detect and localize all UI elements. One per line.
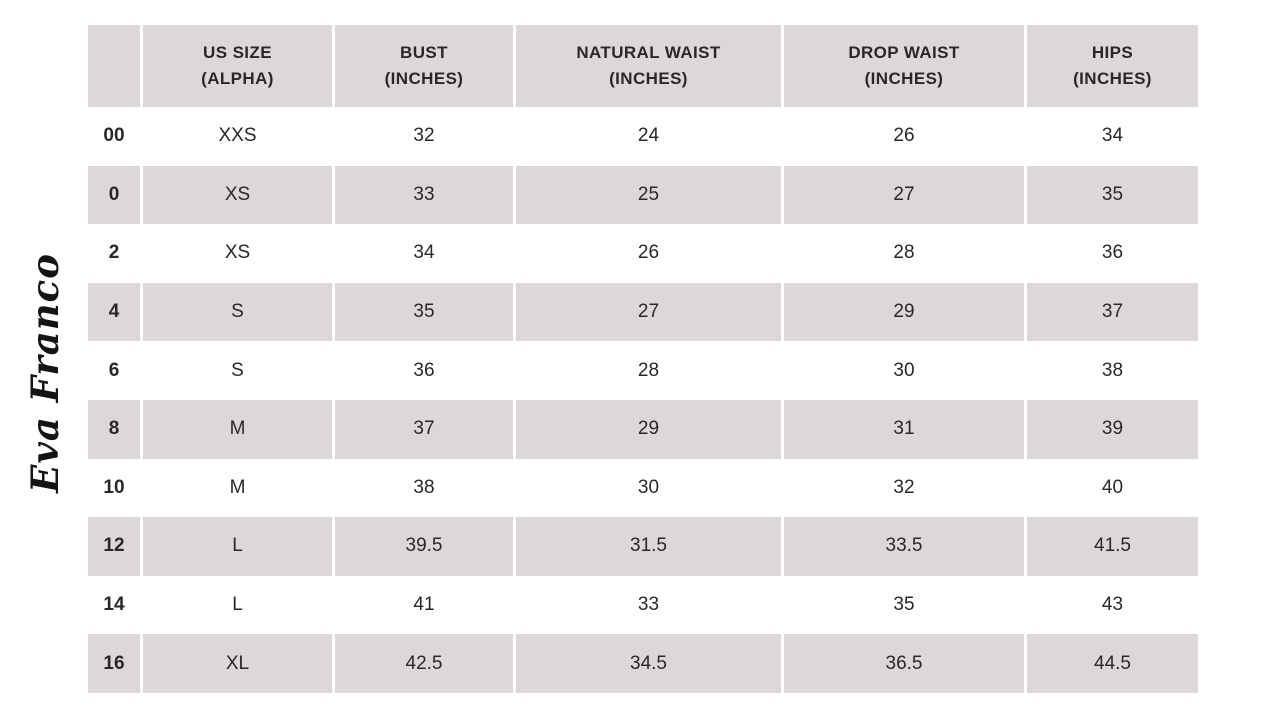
alpha-cell-row8: L <box>143 575 332 635</box>
alpha-cell-row1: XS <box>143 165 332 225</box>
hips-cell-row6: 40 <box>1027 458 1198 518</box>
drop-waist-cell-row8: 35 <box>784 575 1024 635</box>
bust-cell-row6: 38 <box>335 458 513 518</box>
alpha-cell-row4: S <box>143 341 332 400</box>
hips-cell-row4: 38 <box>1027 341 1198 400</box>
alpha-cell-row0: XXS <box>143 107 332 166</box>
drop-waist-cell-row0: 26 <box>784 107 1024 166</box>
hips-cell-row8: 43 <box>1027 575 1198 635</box>
drop-waist-cell-row5: 31 <box>784 399 1024 459</box>
us-size-cell-row1: 0 <box>88 165 140 225</box>
column-header-us_size <box>88 25 140 107</box>
alpha-cell-row6: M <box>143 458 332 518</box>
drop-waist-cell-row7: 33.5 <box>784 517 1024 576</box>
bust-cell-row7: 39.5 <box>335 517 513 576</box>
us-size-cell-row5: 8 <box>88 399 140 459</box>
bust-cell-row0: 32 <box>335 107 513 166</box>
bust-cell-row2: 34 <box>335 224 513 283</box>
column-header-alpha-line2: (ALPHA) <box>201 69 274 88</box>
column-header-hips-line1: HIPS <box>1091 43 1134 62</box>
hips-cell-row1: 35 <box>1027 165 1198 225</box>
natural-waist-cell-row7: 31.5 <box>516 517 781 576</box>
natural-waist-cell-row5: 29 <box>516 399 781 459</box>
drop-waist-cell-row6: 32 <box>784 458 1024 518</box>
us-size-cell-row0: 00 <box>88 107 140 166</box>
natural-waist-cell-row4: 28 <box>516 341 781 400</box>
alpha-cell-row7: L <box>143 517 332 576</box>
us-size-cell-row8: 14 <box>88 575 140 635</box>
alpha-cell-row5: M <box>143 399 332 459</box>
column-header-hips-line2: (INCHES) <box>1073 69 1152 88</box>
hips-cell-row5: 39 <box>1027 399 1198 459</box>
us-size-cell-row2: 2 <box>88 224 140 283</box>
column-header-natural_waist-line1: NATURAL WAIST <box>576 43 721 62</box>
us-size-cell-row6: 10 <box>88 458 140 518</box>
drop-waist-cell-row4: 30 <box>784 341 1024 400</box>
column-header-alpha: US SIZE (ALPHA) <box>143 25 332 107</box>
us-size-cell-row7: 12 <box>88 517 140 576</box>
us-size-cell-row4: 6 <box>88 341 140 400</box>
column-header-drop_waist: DROP WAIST (INCHES) <box>784 25 1024 107</box>
column-header-drop_waist-line2: (INCHES) <box>864 69 944 88</box>
natural-waist-cell-row1: 25 <box>516 165 781 225</box>
size-table: US SIZE (ALPHA) BUST (INCHES) NATURAL WAIST (… <box>88 25 1198 693</box>
column-header-bust: BUST (INCHES) <box>335 25 513 107</box>
natural-waist-cell-row0: 24 <box>516 107 781 166</box>
us-size-cell-row9: 16 <box>88 634 140 693</box>
drop-waist-cell-row3: 29 <box>784 282 1024 342</box>
column-header-hips: HIPS (INCHES) <box>1027 25 1198 107</box>
hips-cell-row7: 41.5 <box>1027 517 1198 576</box>
column-header-alpha-line1: US SIZE <box>203 43 272 62</box>
bust-cell-row8: 41 <box>335 575 513 635</box>
column-header-bust-line1: BUST <box>400 43 448 62</box>
column-header-bust-line2: (INCHES) <box>384 69 464 88</box>
eva-franco-logo: Eva Franco <box>23 253 67 493</box>
hips-cell-row9: 44.5 <box>1027 634 1198 693</box>
alpha-cell-row3: S <box>143 282 332 342</box>
column-header-natural_waist-line2: (INCHES) <box>609 69 688 88</box>
us-size-cell-row3: 4 <box>88 282 140 342</box>
drop-waist-cell-row2: 28 <box>784 224 1024 283</box>
hips-cell-row2: 36 <box>1027 224 1198 283</box>
natural-waist-cell-row8: 33 <box>516 575 781 635</box>
natural-waist-cell-row3: 27 <box>516 282 781 342</box>
natural-waist-cell-row6: 30 <box>516 458 781 518</box>
bust-cell-row3: 35 <box>335 282 513 342</box>
bust-cell-row9: 42.5 <box>335 634 513 693</box>
bust-cell-row4: 36 <box>335 341 513 400</box>
bust-cell-row5: 37 <box>335 399 513 459</box>
drop-waist-cell-row9: 36.5 <box>784 634 1024 693</box>
natural-waist-cell-row9: 34.5 <box>516 634 781 693</box>
hips-cell-row0: 34 <box>1027 107 1198 166</box>
natural-waist-cell-row2: 26 <box>516 224 781 283</box>
column-header-drop_waist-line1: DROP WAIST <box>848 43 960 62</box>
column-header-natural_waist: NATURAL WAIST (INCHES) <box>516 25 781 107</box>
drop-waist-cell-row1: 27 <box>784 165 1024 225</box>
hips-cell-row3: 37 <box>1027 282 1198 342</box>
alpha-cell-row9: XL <box>143 634 332 693</box>
bust-cell-row1: 33 <box>335 165 513 225</box>
alpha-cell-row2: XS <box>143 224 332 283</box>
